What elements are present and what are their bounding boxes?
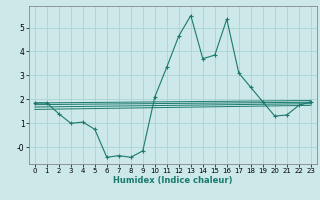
X-axis label: Humidex (Indice chaleur): Humidex (Indice chaleur)	[113, 176, 233, 185]
